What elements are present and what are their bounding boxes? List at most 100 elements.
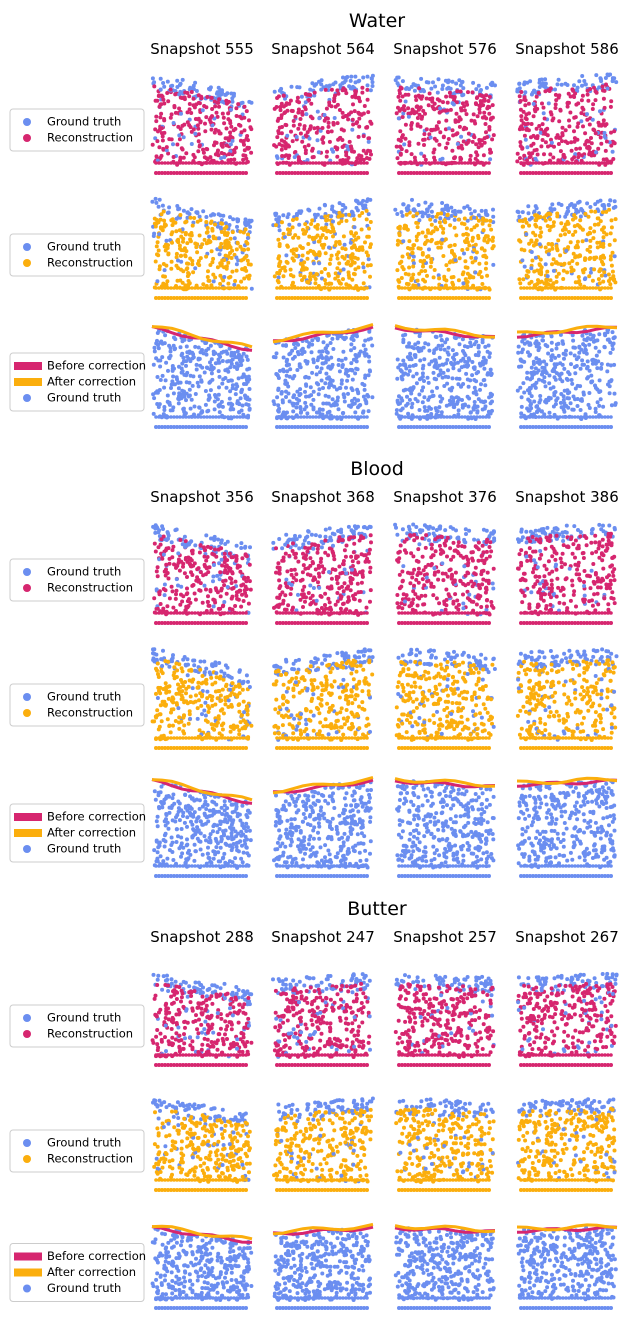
point xyxy=(471,80,476,85)
point xyxy=(526,397,531,402)
point xyxy=(572,365,577,370)
point xyxy=(228,119,233,123)
point xyxy=(192,216,197,220)
point xyxy=(594,150,598,155)
point xyxy=(214,161,218,165)
point xyxy=(334,387,339,392)
point xyxy=(609,403,614,408)
point xyxy=(228,134,233,139)
point xyxy=(205,161,209,165)
point xyxy=(454,111,459,116)
point xyxy=(421,363,426,368)
point xyxy=(305,280,310,284)
point xyxy=(230,138,235,143)
point xyxy=(458,89,463,94)
point xyxy=(353,89,358,94)
point xyxy=(238,171,242,175)
point xyxy=(226,359,231,364)
point xyxy=(352,109,357,114)
point xyxy=(323,203,327,208)
point xyxy=(566,370,571,375)
point xyxy=(169,386,173,390)
point xyxy=(183,253,188,258)
point xyxy=(357,124,362,129)
point xyxy=(294,405,299,410)
point xyxy=(326,171,330,175)
point xyxy=(434,124,439,129)
point xyxy=(478,104,483,108)
point xyxy=(165,91,170,95)
point xyxy=(359,161,363,165)
point xyxy=(421,137,426,142)
point xyxy=(442,218,447,223)
point xyxy=(323,251,328,256)
point xyxy=(448,243,453,248)
point xyxy=(368,197,373,202)
point xyxy=(176,380,181,385)
point xyxy=(531,171,535,175)
point xyxy=(279,147,284,152)
point xyxy=(338,281,343,286)
point xyxy=(558,161,562,165)
point xyxy=(238,114,243,119)
point xyxy=(533,156,538,161)
point xyxy=(213,104,218,109)
point xyxy=(427,91,432,96)
point xyxy=(166,99,171,104)
point xyxy=(574,207,579,212)
point xyxy=(281,369,286,374)
point xyxy=(560,379,565,384)
point xyxy=(159,339,164,344)
point xyxy=(280,125,284,129)
point xyxy=(543,399,548,404)
point xyxy=(363,353,368,358)
point xyxy=(308,114,313,119)
point xyxy=(465,247,470,252)
point xyxy=(224,385,229,390)
point xyxy=(599,365,604,370)
point-cloud xyxy=(272,73,375,175)
point xyxy=(406,106,411,111)
point xyxy=(422,395,427,400)
point xyxy=(176,207,181,212)
point xyxy=(539,230,544,235)
point xyxy=(484,130,488,135)
point xyxy=(575,239,580,244)
point xyxy=(556,238,561,243)
point xyxy=(155,338,159,343)
point xyxy=(357,403,362,408)
point xyxy=(188,406,193,411)
point xyxy=(445,100,450,105)
point xyxy=(461,92,466,97)
point xyxy=(474,371,479,376)
point xyxy=(208,155,213,160)
point xyxy=(306,143,311,148)
point xyxy=(548,278,553,283)
point xyxy=(424,161,428,165)
point xyxy=(201,147,205,152)
point xyxy=(457,342,462,347)
point xyxy=(181,155,186,160)
point xyxy=(193,171,197,175)
point xyxy=(406,282,411,287)
point xyxy=(411,261,416,266)
point xyxy=(297,85,302,90)
point xyxy=(478,89,483,94)
point xyxy=(336,407,341,412)
point xyxy=(187,380,192,385)
point xyxy=(350,86,355,91)
point xyxy=(445,206,450,211)
point xyxy=(412,155,417,160)
point xyxy=(296,171,300,175)
point xyxy=(327,139,332,144)
point xyxy=(237,410,242,415)
point xyxy=(187,171,191,175)
point xyxy=(529,122,534,126)
point xyxy=(315,223,320,227)
point xyxy=(479,275,484,280)
point xyxy=(545,274,550,279)
point xyxy=(582,171,586,175)
point xyxy=(428,264,433,269)
point xyxy=(175,85,180,89)
point xyxy=(353,74,358,79)
